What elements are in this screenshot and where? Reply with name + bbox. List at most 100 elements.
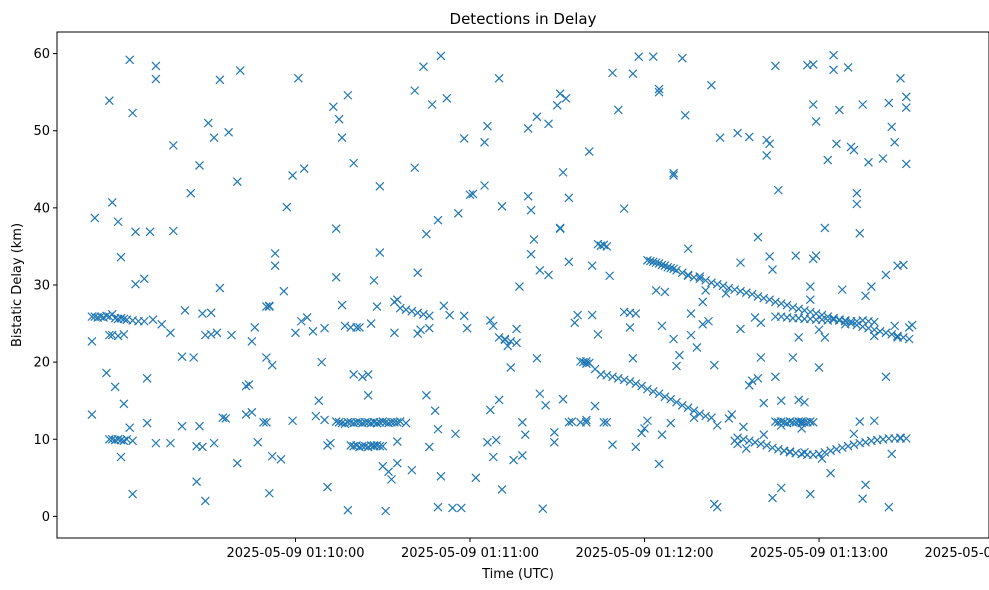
data-point (212, 328, 222, 338)
data-point (817, 454, 827, 463)
data-point (116, 252, 126, 262)
data-point (102, 368, 111, 378)
data-point (715, 133, 725, 143)
data-point (727, 410, 737, 420)
data-point (221, 414, 231, 423)
data-point (392, 417, 402, 427)
data-point (683, 403, 693, 413)
data-point (698, 297, 708, 307)
data-point (666, 394, 676, 404)
data-point (808, 417, 818, 427)
data-point (523, 191, 533, 201)
data-point (535, 389, 545, 399)
data-point (247, 407, 257, 417)
data-point (267, 451, 277, 461)
data-point (762, 135, 772, 145)
data-point (730, 285, 740, 295)
data-point (517, 417, 527, 427)
data-point (291, 328, 300, 338)
data-point (706, 278, 716, 288)
data-point (765, 252, 775, 261)
data-point (619, 375, 629, 385)
data-point (712, 279, 722, 289)
plot-area (87, 50, 917, 516)
data-point (864, 157, 873, 167)
data-point (593, 329, 603, 339)
data-point (453, 208, 463, 218)
data-point (349, 158, 359, 168)
data-point (259, 417, 268, 427)
data-point (451, 429, 460, 439)
data-point (227, 330, 236, 340)
data-point (421, 390, 431, 400)
data-point (750, 437, 760, 447)
data-point (663, 262, 673, 272)
data-point (814, 325, 824, 335)
data-point (759, 430, 769, 440)
data-point (384, 467, 393, 477)
data-point (884, 502, 894, 512)
y-tick-label: 20 (33, 356, 50, 371)
data-point (119, 329, 129, 339)
data-point (506, 363, 516, 372)
data-point (567, 417, 577, 426)
data-point (125, 423, 135, 433)
data-point (253, 437, 263, 447)
data-point (695, 409, 705, 419)
data-point (270, 248, 280, 258)
data-point (776, 299, 786, 308)
data-point (643, 384, 652, 394)
data-point (805, 307, 815, 317)
data-point (427, 100, 437, 109)
y-tick-label: 30 (33, 279, 50, 294)
data-point (672, 265, 681, 275)
data-point (549, 437, 559, 447)
data-point (791, 251, 801, 261)
data-point (669, 334, 679, 344)
data-point (625, 376, 635, 386)
data-point (494, 333, 504, 342)
data-point (768, 493, 777, 503)
data-point (706, 80, 716, 90)
x-tick-label: 2025-05-09 01:13:00 (750, 546, 888, 561)
data-point (206, 308, 216, 318)
data-point (765, 139, 775, 149)
data-point (599, 240, 609, 250)
data-point (139, 274, 149, 284)
data-point (439, 301, 449, 311)
data-point (759, 293, 769, 303)
data-point (509, 455, 519, 465)
data-point (209, 133, 219, 143)
data-point (677, 53, 687, 63)
data-point (343, 90, 353, 100)
data-point (657, 260, 667, 270)
data-point (608, 440, 617, 450)
data-point (311, 411, 321, 421)
data-point (587, 261, 597, 271)
data-point (186, 188, 196, 198)
data-point (619, 204, 629, 214)
data-point (331, 417, 341, 426)
data-point (334, 417, 344, 427)
data-point (471, 473, 481, 483)
data-point (756, 439, 766, 449)
data-point (198, 442, 207, 452)
data-point (340, 321, 350, 331)
data-point (683, 270, 693, 280)
data-point (395, 417, 405, 426)
data-point (736, 286, 745, 296)
data-point (497, 484, 507, 494)
data-point (544, 270, 553, 280)
data-point (564, 417, 574, 427)
data-point (712, 420, 722, 430)
data-point (113, 331, 123, 341)
data-point (837, 443, 847, 453)
data-point (776, 483, 786, 493)
data-point (744, 380, 754, 390)
data-point (462, 323, 472, 333)
data-point (852, 199, 862, 209)
data-point (724, 414, 734, 423)
data-point (648, 257, 658, 267)
data-point (898, 260, 908, 270)
data-point (852, 320, 862, 330)
